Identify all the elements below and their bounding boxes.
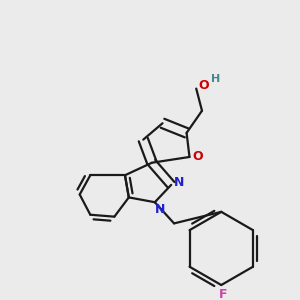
Text: O: O	[193, 151, 203, 164]
Text: H: H	[211, 74, 220, 84]
Text: O: O	[199, 79, 209, 92]
Text: F: F	[219, 288, 227, 300]
Text: N: N	[154, 203, 165, 216]
Text: N: N	[174, 176, 184, 190]
